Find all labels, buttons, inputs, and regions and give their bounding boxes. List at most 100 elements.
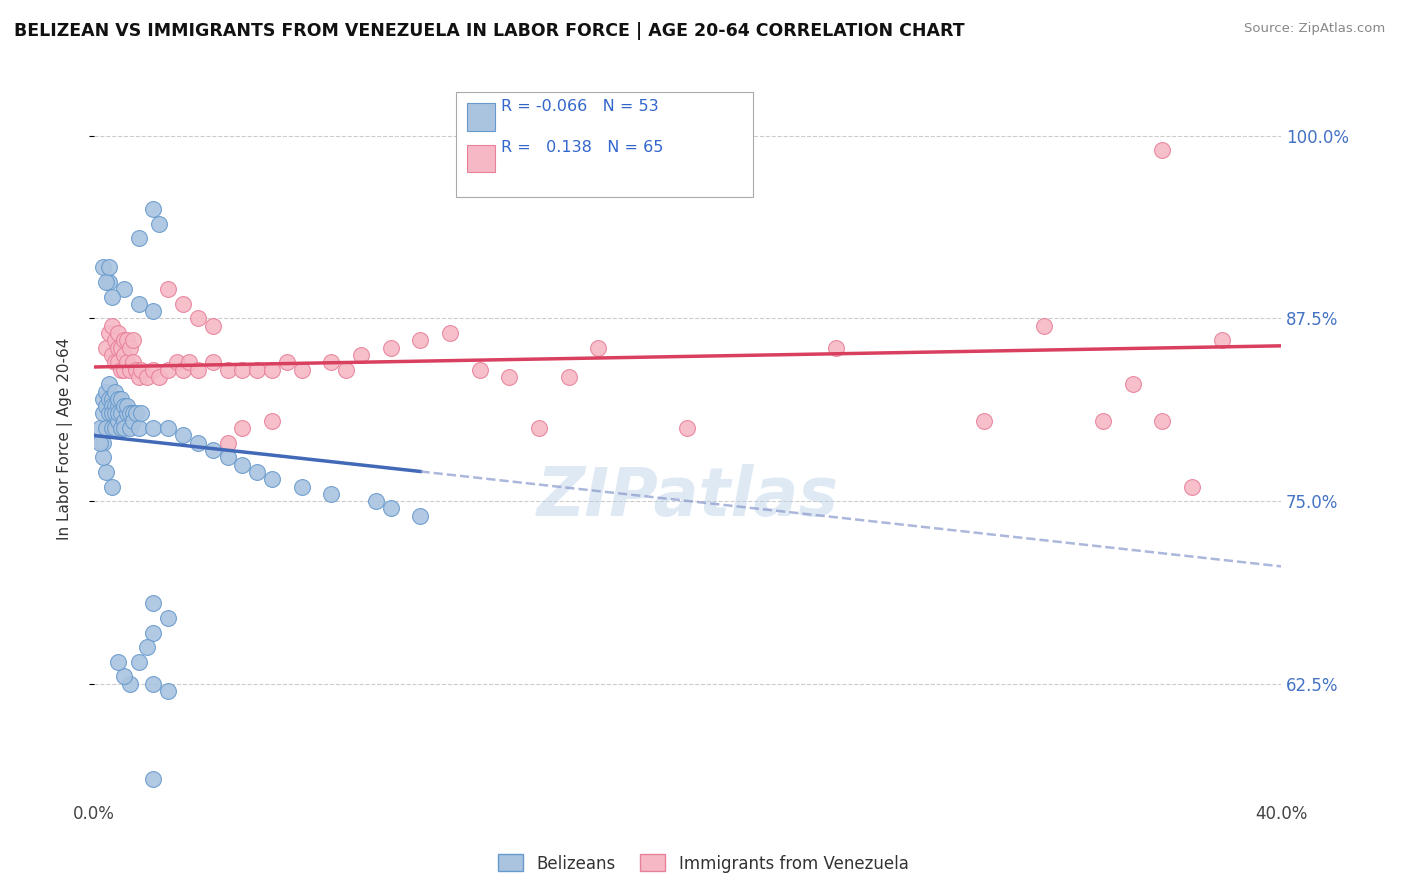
Point xyxy=(973,414,995,428)
Point xyxy=(128,297,150,311)
Point xyxy=(110,341,132,355)
Point xyxy=(157,282,180,296)
Point xyxy=(1152,414,1174,428)
Point xyxy=(201,442,224,457)
Point xyxy=(1091,414,1114,428)
Point xyxy=(115,399,138,413)
FancyBboxPatch shape xyxy=(456,92,752,197)
Point xyxy=(89,435,111,450)
Point xyxy=(118,407,141,421)
Point xyxy=(94,384,117,399)
Text: R = -0.066   N = 53: R = -0.066 N = 53 xyxy=(501,99,659,114)
Point xyxy=(380,501,402,516)
Point xyxy=(187,311,209,326)
Point xyxy=(142,625,165,640)
Point xyxy=(112,669,135,683)
Point xyxy=(89,421,111,435)
Point xyxy=(201,318,224,333)
Point xyxy=(112,362,135,376)
Point xyxy=(148,370,170,384)
Y-axis label: In Labor Force | Age 20-64: In Labor Force | Age 20-64 xyxy=(58,338,73,541)
Point xyxy=(91,435,114,450)
Point xyxy=(112,414,135,428)
Point xyxy=(148,217,170,231)
Point xyxy=(91,407,114,421)
Point xyxy=(409,508,432,523)
Point xyxy=(107,655,129,669)
Point xyxy=(121,414,143,428)
Point xyxy=(177,355,200,369)
Point xyxy=(115,355,138,369)
Point xyxy=(128,370,150,384)
Point xyxy=(94,421,117,435)
Point xyxy=(172,297,194,311)
Point xyxy=(112,348,135,362)
Point xyxy=(142,596,165,610)
Point xyxy=(321,355,343,369)
Point xyxy=(101,407,124,421)
Point xyxy=(104,384,127,399)
Point xyxy=(118,421,141,435)
Point xyxy=(101,392,124,406)
Legend: Belizeans, Immigrants from Venezuela: Belizeans, Immigrants from Venezuela xyxy=(491,847,915,880)
Point xyxy=(409,334,432,348)
Point xyxy=(107,392,129,406)
Point xyxy=(121,407,143,421)
Point xyxy=(94,341,117,355)
Point xyxy=(201,355,224,369)
Point xyxy=(291,362,314,376)
Point xyxy=(260,362,283,376)
Text: ZIPatlas: ZIPatlas xyxy=(537,464,838,530)
Point xyxy=(142,421,165,435)
Point xyxy=(107,326,129,340)
Point xyxy=(131,407,153,421)
Point xyxy=(588,341,610,355)
Point xyxy=(115,334,138,348)
Point xyxy=(104,421,127,435)
Point xyxy=(97,275,120,289)
Point xyxy=(260,414,283,428)
Point xyxy=(112,282,135,296)
Point xyxy=(187,435,209,450)
Point xyxy=(380,341,402,355)
Point xyxy=(157,684,180,698)
Point xyxy=(157,421,180,435)
Point xyxy=(104,334,127,348)
Point xyxy=(94,465,117,479)
Point xyxy=(172,362,194,376)
Point xyxy=(260,472,283,486)
Point xyxy=(676,421,699,435)
Point xyxy=(101,421,124,435)
Point xyxy=(276,355,298,369)
Point xyxy=(118,362,141,376)
Point xyxy=(468,362,491,376)
Point xyxy=(101,399,124,413)
Point xyxy=(97,326,120,340)
Point xyxy=(112,421,135,435)
Point xyxy=(91,450,114,465)
Point xyxy=(101,479,124,493)
Point xyxy=(101,318,124,333)
Point xyxy=(231,362,253,376)
Point xyxy=(94,399,117,413)
Point xyxy=(172,428,194,442)
Point xyxy=(97,407,120,421)
Point xyxy=(124,407,146,421)
Point xyxy=(321,487,343,501)
Point xyxy=(246,362,269,376)
Point xyxy=(118,341,141,355)
Point xyxy=(364,494,387,508)
Point xyxy=(246,465,269,479)
Point xyxy=(527,421,550,435)
Point xyxy=(1211,334,1233,348)
Point xyxy=(142,772,165,786)
Point xyxy=(142,677,165,691)
Point xyxy=(104,355,127,369)
Point xyxy=(498,370,520,384)
Point xyxy=(110,421,132,435)
Point xyxy=(104,399,127,413)
Point xyxy=(335,362,357,376)
Point xyxy=(231,458,253,472)
FancyBboxPatch shape xyxy=(467,145,495,172)
Point xyxy=(101,348,124,362)
